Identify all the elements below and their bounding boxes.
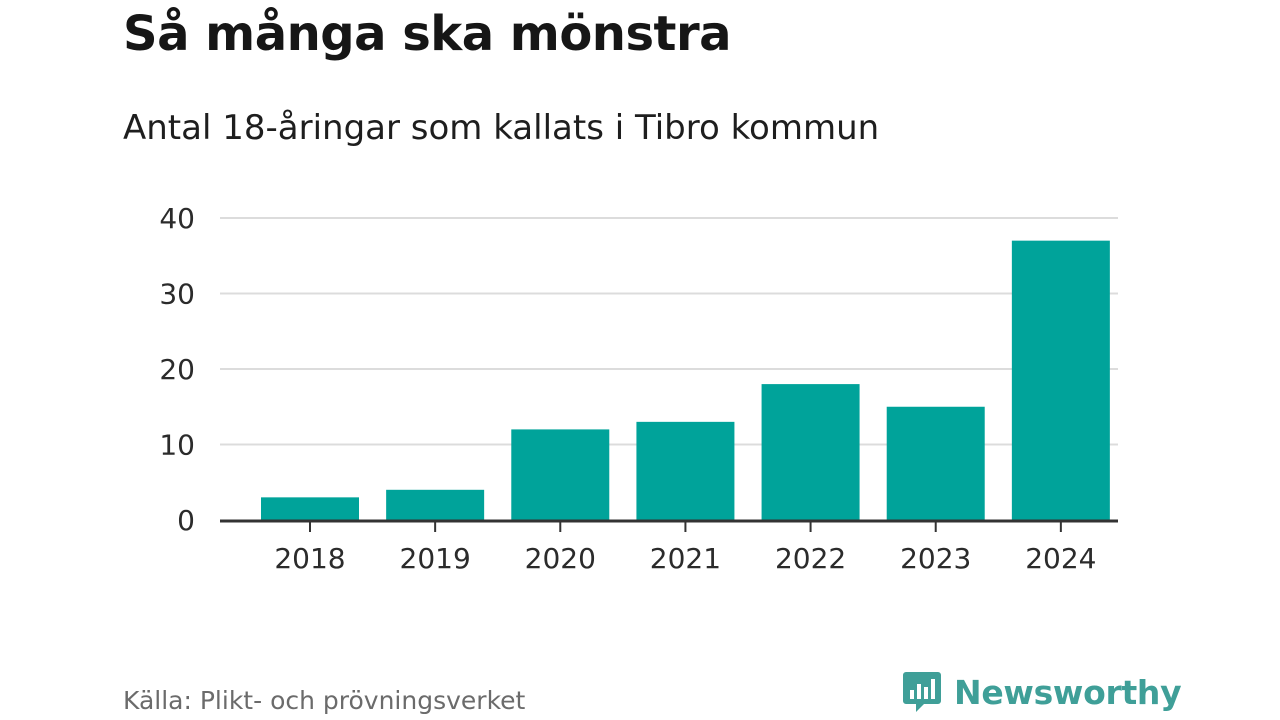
y-tick-label-1: 10 [159,429,195,462]
x-axis [220,519,1118,532]
chart-title: Så många ska mönstra [123,6,732,62]
bar-2021 [636,421,735,520]
y-tick-label-2: 20 [159,353,195,386]
brand-logo: Newsworthy [902,670,1182,714]
bar-2019 [386,489,485,520]
bar-2022 [761,384,860,520]
bar-2024 [1011,240,1110,520]
source-note: Källa: Plikt- och prövningsverket [123,686,526,715]
x-axis-tick-labels: 2018 2019 2020 2021 2022 2023 2024 [274,542,1096,575]
x-tick-label-2023: 2023 [900,542,971,575]
chart-subtitle: Antal 18-åringar som kallats i Tibro kom… [123,108,880,148]
y-tick-label-4: 40 [159,202,195,235]
y-tick-label-0: 0 [177,504,195,537]
x-tick-label-2020: 2020 [525,542,596,575]
y-axis-tick-labels: 0 10 20 30 40 [159,202,195,537]
bar-2020 [511,429,610,520]
x-tick-label-2019: 2019 [400,542,471,575]
x-tick-label-2022: 2022 [775,542,846,575]
bars [261,240,1110,520]
brand-name: Newsworthy [954,672,1182,712]
x-tick-label-2018: 2018 [274,542,345,575]
bar-2023 [886,406,985,520]
x-tick-label-2024: 2024 [1025,542,1096,575]
x-tick-label-2021: 2021 [650,542,721,575]
bar-2018 [261,497,359,520]
newsworthy-chart-bubble-icon [903,672,941,712]
y-tick-label-3: 30 [159,278,195,311]
